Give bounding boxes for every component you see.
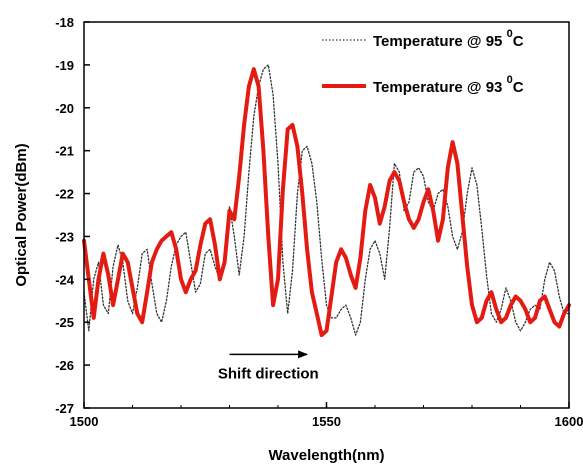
- y-tick-label: -23: [55, 229, 74, 244]
- y-tick-label: -21: [55, 144, 74, 159]
- x-axis: 1500 1550 1600: [70, 402, 583, 429]
- chart-annotations: Shift direction: [218, 350, 319, 382]
- y-tick-label: -22: [55, 187, 74, 202]
- x-tick-label: 1550: [312, 414, 341, 429]
- y-tick-label: -24: [55, 272, 75, 287]
- legend-degree-mark: 0: [507, 28, 513, 40]
- y-tick-label: -25: [55, 315, 74, 330]
- shift-direction-label: Shift direction: [218, 365, 319, 382]
- legend-unit: C: [513, 79, 524, 96]
- legend-unit: C: [513, 33, 524, 50]
- y-tick-label: -20: [55, 101, 74, 116]
- y-axis-title: Optical Power(dBm): [13, 143, 30, 286]
- y-tick-label: -27: [55, 401, 74, 416]
- legend-label-1: Temperature @ 93 0C: [373, 74, 524, 96]
- plot-lines: [82, 64, 571, 338]
- y-tick-label: -26: [55, 358, 74, 373]
- series-line-1: [82, 67, 571, 338]
- legend-degree-mark: 0: [507, 74, 513, 86]
- y-axis: -27 -26 -25 -24 -23 -22 -21 -20 -19 -18: [55, 15, 90, 416]
- legend-label-0: Temperature @ 95 0C: [373, 28, 524, 50]
- legend-label-text: Temperature @ 93: [373, 79, 507, 96]
- x-tick-label: 1600: [555, 414, 583, 429]
- series-line-0: [83, 64, 570, 336]
- y-tick-label: -18: [55, 15, 74, 30]
- legend-label-text: Temperature @ 95: [373, 33, 507, 50]
- x-axis-title: Wavelength(nm): [268, 447, 384, 464]
- x-tick-label: 1500: [70, 414, 99, 429]
- y-tick-label: -19: [55, 58, 74, 73]
